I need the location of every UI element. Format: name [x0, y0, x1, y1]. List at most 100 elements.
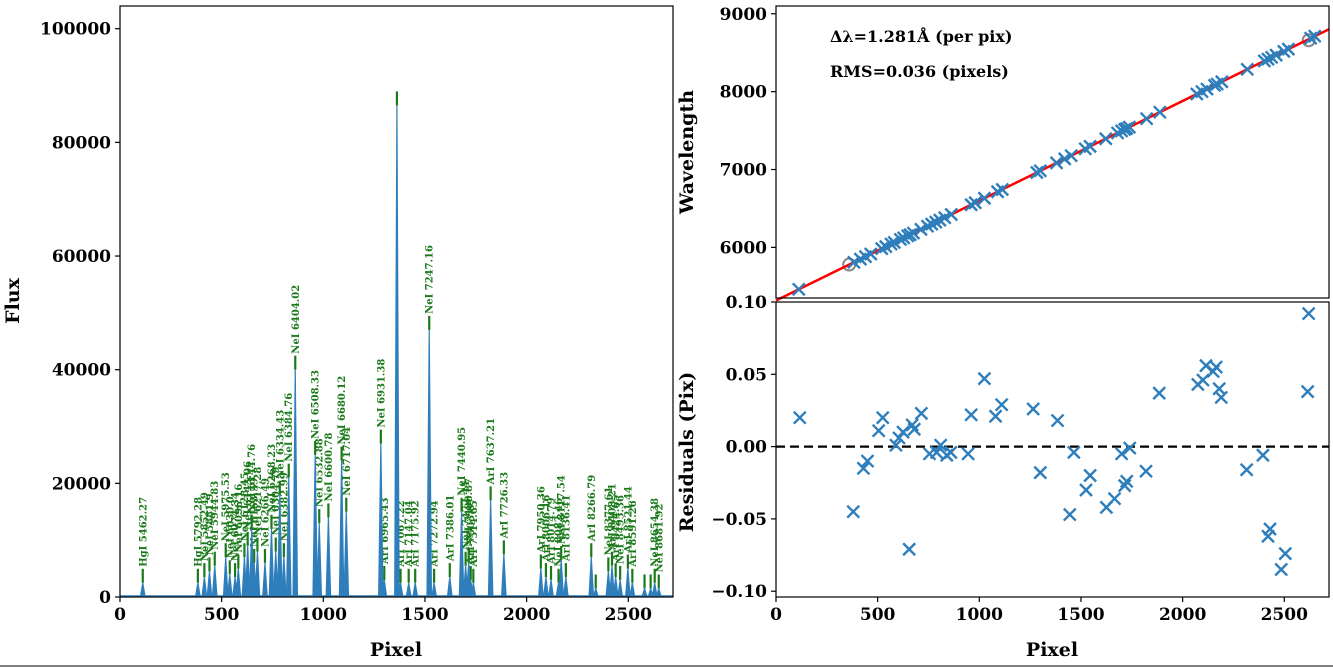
spectrum-peak — [378, 443, 384, 597]
x-tick-label: 1000 — [300, 605, 347, 625]
line-label: ArI 8591.26 — [628, 500, 639, 567]
spectrum-peak — [325, 517, 332, 597]
spectrum-peak — [446, 577, 453, 597]
y-tick-label: 9000 — [720, 5, 767, 25]
calibration-point — [1261, 52, 1275, 66]
residuals-ylabel: Residuals (Pix) — [676, 372, 698, 533]
residual-point — [961, 446, 975, 461]
x-tick-label: 500 — [204, 605, 240, 625]
residual-point — [1033, 465, 1048, 480]
line-label: NeI 8495.36 — [616, 495, 627, 564]
spectrum-ylabel: Flux — [2, 277, 24, 324]
residual-point — [905, 418, 920, 432]
calibration-point — [906, 226, 921, 240]
residual-point — [1301, 306, 1316, 321]
residual-point — [1212, 381, 1227, 396]
x-tick-label: 2000 — [503, 605, 550, 625]
spectrum-peak — [625, 568, 631, 597]
residual-point — [792, 410, 807, 425]
y-tick-label: 100000 — [40, 20, 111, 40]
line-label: HgI 5462.27 — [138, 497, 149, 567]
line-label: NeI 6532.88 — [315, 438, 326, 507]
x-tick-label: 2000 — [1159, 605, 1206, 625]
spectrum-layer — [120, 105, 673, 597]
residual-point — [871, 423, 886, 438]
residual-point — [1256, 448, 1270, 463]
residual-point — [1209, 360, 1224, 374]
spectrum-peak — [641, 586, 648, 597]
spectrum-peak — [194, 582, 201, 597]
calibration-point — [914, 222, 928, 237]
calibration-point — [1098, 131, 1113, 146]
spectrum-peak — [381, 579, 388, 597]
calibration-point — [977, 191, 992, 206]
spectrum-peak — [268, 528, 275, 597]
wavelength-axes-frame — [775, 5, 1330, 299]
spectrum-peak — [226, 574, 233, 597]
residual-point — [907, 422, 922, 437]
spectrum-peak — [211, 565, 218, 597]
line-label: ArI 7726.33 — [499, 472, 510, 539]
line-label: NeI 8681.92 — [654, 504, 665, 573]
residuals-xlabel: Pixel — [1026, 639, 1078, 661]
calibration-point — [1215, 74, 1229, 89]
calibration-point — [1307, 29, 1322, 44]
residual-point — [889, 438, 903, 453]
calibration-point — [1029, 165, 1044, 180]
y-tick-label: 6000 — [720, 238, 767, 258]
calibration-point — [1152, 105, 1167, 120]
spectrum-peak — [592, 586, 599, 597]
spectrum-peak — [537, 568, 544, 597]
calibration-point — [896, 231, 911, 245]
line-label: NeI 6384.76 — [284, 393, 295, 462]
residual-point — [1026, 402, 1041, 416]
calibration-point — [924, 217, 939, 231]
spectrum-peak — [426, 329, 433, 597]
line-label: ArI 7503.87 — [466, 497, 477, 564]
spectrum-peak — [394, 105, 400, 597]
line-label: NeI 8117.54 — [557, 475, 568, 544]
spectrum-peak — [458, 511, 465, 597]
calibration-point — [995, 182, 1010, 197]
line-label: ArI 8136.41 — [561, 495, 572, 562]
spectrum-peak — [588, 557, 595, 597]
residual-point — [933, 438, 948, 453]
spectrum-peak — [548, 579, 554, 597]
spectrum-peak — [222, 557, 229, 597]
line-label: ArI 8266.79 — [587, 475, 598, 542]
line-label: NeI 5881.9 — [205, 493, 216, 555]
spectrum-peak — [276, 494, 283, 597]
spectrum-peak — [312, 454, 318, 597]
residual-point — [1122, 441, 1137, 455]
line-label: ArI 6965.43 — [380, 497, 391, 564]
line-label: ArI 7147.04 — [404, 500, 415, 567]
dispersion-annotation: Δλ=1.281Å (per pix) — [830, 25, 1012, 46]
calibration-point — [944, 207, 959, 222]
spectrum-peak — [285, 477, 292, 597]
spectrum-axes-frame — [119, 5, 674, 598]
x-tick-label: 1500 — [401, 605, 448, 625]
spectrum-peak — [558, 560, 565, 597]
y-tick-label: 8000 — [720, 83, 767, 103]
line-label: NeI 7247.16 — [425, 245, 436, 314]
line-label: NeI 6404.02 — [291, 285, 302, 354]
line-label: ArI 7272.94 — [430, 500, 441, 567]
calibration-point — [1269, 48, 1283, 62]
line-label: NeI 5975.53 — [221, 472, 232, 541]
residual-point — [896, 425, 910, 439]
calibration-point — [1139, 111, 1154, 126]
line-label: NeI 6163.59 — [250, 478, 261, 547]
calibration-point — [791, 282, 806, 297]
residual-point — [977, 371, 992, 386]
line-label: NeI 6268.23 — [267, 444, 278, 513]
spectrum-peak — [605, 571, 612, 597]
residual-point — [1066, 445, 1081, 460]
residual-point — [1152, 386, 1167, 400]
line-label: NeI 6382.99 — [279, 472, 290, 541]
spectrum-peak — [254, 551, 261, 597]
spectrum-peak — [543, 577, 549, 597]
spectrum-peak — [235, 568, 242, 597]
x-tick-label: 0 — [770, 605, 782, 625]
